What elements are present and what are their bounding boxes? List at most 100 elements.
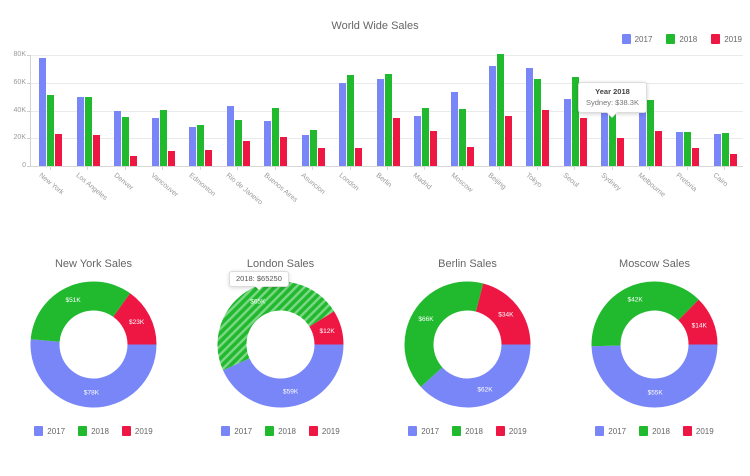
bar[interactable]	[76, 96, 84, 166]
bar-group[interactable]	[413, 55, 437, 166]
donut-slice[interactable]	[217, 281, 335, 371]
donut-slice[interactable]	[591, 344, 718, 408]
donut-slice[interactable]	[30, 339, 157, 408]
bar-group[interactable]	[226, 55, 250, 166]
legend-item-2018[interactable]: 2018	[639, 426, 670, 436]
bar-group[interactable]	[638, 55, 662, 166]
bar[interactable]	[317, 148, 325, 166]
bar[interactable]	[609, 112, 617, 166]
bar[interactable]	[226, 105, 234, 166]
donut-slice[interactable]	[30, 281, 131, 342]
bar[interactable]	[242, 141, 250, 166]
donut-ring[interactable]: $55K $42K $14K	[586, 276, 723, 413]
bar[interactable]	[47, 95, 55, 166]
bar[interactable]	[392, 118, 400, 166]
donut-slice[interactable]	[113, 293, 157, 345]
bar[interactable]	[301, 134, 309, 166]
bar[interactable]	[421, 107, 429, 166]
bar[interactable]	[684, 132, 692, 166]
bar-group[interactable]	[189, 55, 213, 166]
bar[interactable]	[488, 66, 496, 166]
bar[interactable]	[264, 120, 272, 166]
bar[interactable]	[355, 147, 363, 166]
donut-slice[interactable]	[309, 311, 344, 345]
bar-group[interactable]	[451, 55, 475, 166]
bar[interactable]	[692, 148, 700, 166]
bar[interactable]	[122, 117, 130, 166]
bar[interactable]	[272, 107, 280, 166]
donut-legend[interactable]: 2017 2018 2019	[187, 426, 374, 436]
bar-group[interactable]	[339, 55, 363, 166]
bar[interactable]	[571, 77, 579, 166]
donut-slice[interactable]	[420, 344, 531, 408]
bar-group[interactable]	[39, 55, 63, 166]
bar[interactable]	[713, 134, 721, 166]
legend-item-2017[interactable]: 2017	[34, 426, 65, 436]
donut-chart-new-york-sales[interactable]: New York Sales $78K $51K $23K 2017 2018 2019	[0, 248, 187, 476]
bar[interactable]	[534, 79, 542, 166]
legend-item-2019[interactable]: 2019	[682, 426, 714, 436]
bar-group[interactable]	[151, 55, 175, 166]
donut-legend[interactable]: 2017 2018 2019	[561, 426, 748, 436]
bar[interactable]	[526, 68, 534, 166]
donut-ring[interactable]: $59K $65K $12K 2018: $65250	[212, 271, 349, 413]
donut-slice[interactable]	[678, 299, 718, 345]
bar[interactable]	[429, 130, 437, 166]
donut-chart-london-sales[interactable]: London Sales $59K $65K $12K 2018: $65250 2017…	[187, 248, 374, 476]
bar-group[interactable]	[264, 55, 288, 166]
bar[interactable]	[92, 135, 100, 166]
bar[interactable]	[542, 109, 550, 166]
donut-slice[interactable]	[591, 281, 699, 347]
bar-chart-legend[interactable]: 2017 2018 2019	[621, 34, 742, 44]
bar[interactable]	[654, 131, 662, 166]
world-wide-sales-chart[interactable]: World Wide Sales 2017 2018 2019 Year 201…	[0, 0, 750, 215]
legend-item-2019[interactable]: 2019	[711, 34, 742, 44]
bar[interactable]	[339, 83, 347, 166]
legend-item-2019[interactable]: 2019	[121, 426, 153, 436]
legend-item-2017[interactable]: 2017	[408, 426, 439, 436]
bar[interactable]	[413, 116, 421, 166]
legend-item-2018[interactable]: 2018	[78, 426, 109, 436]
donut-slice[interactable]	[222, 344, 344, 408]
bar[interactable]	[384, 74, 392, 166]
bar[interactable]	[114, 110, 122, 166]
bar[interactable]	[451, 92, 459, 166]
legend-item-2017[interactable]: 2017	[595, 426, 626, 436]
legend-item-2019[interactable]: 2019	[495, 426, 527, 436]
legend-item-2019[interactable]: 2019	[308, 426, 340, 436]
bar[interactable]	[167, 151, 175, 166]
bar-group[interactable]	[114, 55, 138, 166]
bar[interactable]	[159, 110, 167, 166]
bar[interactable]	[189, 127, 197, 166]
bar[interactable]	[646, 100, 654, 166]
bar[interactable]	[459, 109, 467, 166]
donut-legend[interactable]: 2017 2018 2019	[0, 426, 187, 436]
donut-slice[interactable]	[475, 283, 531, 345]
legend-item-2018[interactable]: 2018	[666, 34, 697, 44]
bar[interactable]	[280, 137, 288, 166]
bar[interactable]	[151, 118, 159, 166]
bar[interactable]	[55, 134, 63, 166]
donut-ring[interactable]: $62K $66K $34K	[399, 276, 536, 413]
bar[interactable]	[234, 119, 242, 166]
bar[interactable]	[130, 156, 138, 166]
bar[interactable]	[309, 129, 317, 166]
bar[interactable]	[504, 115, 512, 166]
bar-group[interactable]	[601, 55, 625, 166]
bar[interactable]	[729, 153, 737, 166]
bar[interactable]	[579, 118, 587, 166]
donut-chart-berlin-sales[interactable]: Berlin Sales $62K $66K $34K 2017 2018 2019	[374, 248, 561, 476]
bar[interactable]	[205, 150, 213, 166]
bar-group[interactable]	[301, 55, 325, 166]
bar-group[interactable]	[676, 55, 700, 166]
legend-item-2018[interactable]: 2018	[265, 426, 296, 436]
bar-group[interactable]	[713, 55, 737, 166]
bar-group[interactable]	[488, 54, 512, 166]
bar[interactable]	[197, 125, 205, 166]
legend-item-2017[interactable]: 2017	[621, 34, 652, 44]
bar-group[interactable]	[76, 55, 100, 166]
bar[interactable]	[617, 137, 625, 166]
bar-group[interactable]	[563, 55, 587, 166]
bar-group[interactable]	[376, 55, 400, 166]
bar[interactable]	[601, 111, 609, 166]
